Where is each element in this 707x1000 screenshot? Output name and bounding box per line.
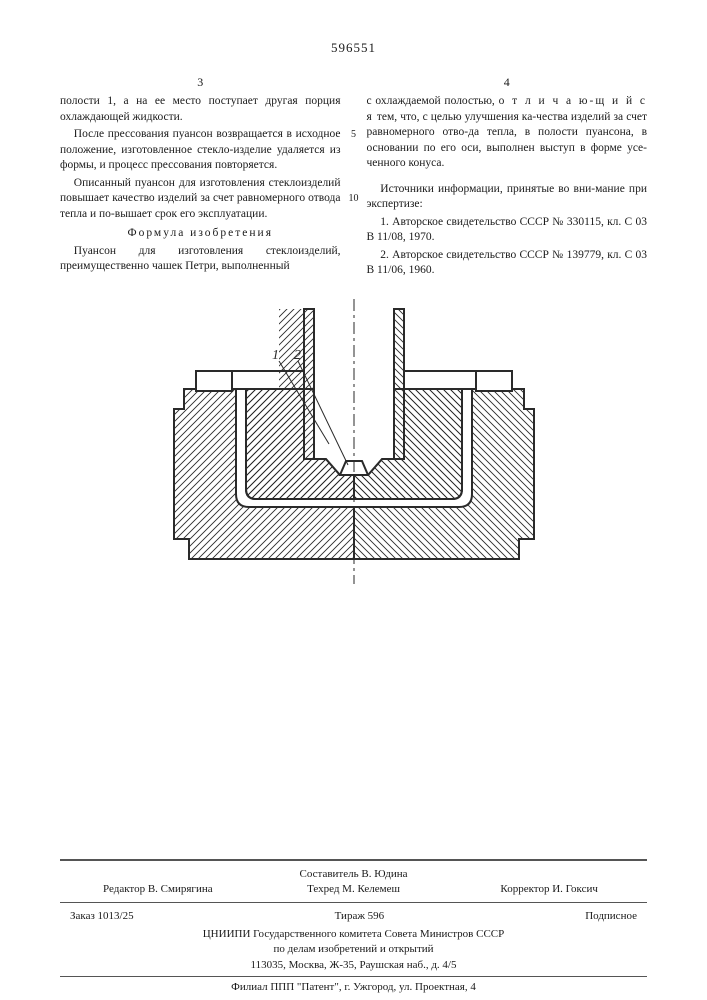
corrector: Корректор И. Гоксич	[451, 882, 647, 897]
right-p1: с охлаждаемой полостью, о т л и ч а ю-щ …	[367, 94, 648, 172]
credits-row: Редактор В. Смирягина Техред М. Келемеш …	[60, 882, 647, 902]
tirage: Тираж 596	[335, 909, 385, 924]
sources-heading: Источники информации, принятые во вни-ма…	[367, 182, 648, 213]
collar-step-right	[476, 371, 512, 391]
subscription: Подписное	[585, 909, 637, 924]
collar-step-left	[196, 371, 232, 391]
label-1: 1	[272, 348, 279, 363]
tech-editor: Техред М. Келемеш	[256, 882, 452, 897]
org-line-1: ЦНИИПИ Государственного комитета Совета …	[60, 927, 647, 942]
left-p4: Пуансон для изготовления стеклоизделий, …	[60, 244, 341, 275]
page: 596551 5 10 3 полости 1, а на ее место п…	[0, 0, 707, 1000]
cross-section-figure: 1 2	[164, 299, 544, 599]
col-number-right: 4	[367, 74, 648, 90]
left-p1: полости 1, а на ее место поступает друга…	[60, 94, 341, 125]
filial-line: Филиал ППП "Патент", г. Ужгород, ул. Про…	[60, 977, 647, 995]
order-block: Заказ 1013/25 Тираж 596 Подписное ЦНИИПИ…	[60, 903, 647, 978]
imprint-block: Составитель В. Юдина Редактор В. Смиряги…	[60, 859, 647, 996]
two-column-text: 5 10 3 полости 1, а на ее место поступае…	[60, 74, 647, 281]
patent-number: 596551	[60, 40, 647, 56]
right-column: 4 с охлаждаемой полостью, о т л и ч а ю-…	[367, 74, 648, 281]
col-number-left: 3	[60, 74, 341, 90]
left-column: 3 полости 1, а на ее место поступает дру…	[60, 74, 341, 281]
compiler-line: Составитель В. Юдина	[60, 867, 647, 882]
source-1: 1. Авторское свидетельство СССР № 330115…	[367, 215, 648, 246]
label-2: 2	[294, 348, 301, 363]
left-p2: После прессования пуансон возвращается в…	[60, 127, 341, 174]
neck-wall-right	[394, 309, 404, 389]
source-2: 2. Авторское свидетельство СССР № 139779…	[367, 248, 648, 279]
org-line-2: по делам изобретений и открытий	[60, 942, 647, 957]
order-number: Заказ 1013/25	[70, 909, 134, 924]
address: 113035, Москва, Ж-35, Раушская наб., д. …	[60, 958, 647, 973]
line-marker-5: 5	[351, 128, 356, 142]
left-p3: Описанный пуансон для изготовления стекл…	[60, 176, 341, 223]
line-marker-10: 10	[349, 192, 359, 206]
editor: Редактор В. Смирягина	[60, 882, 256, 897]
formula-heading: Формула изобретения	[60, 226, 341, 242]
figure-container: 1 2	[60, 299, 647, 599]
